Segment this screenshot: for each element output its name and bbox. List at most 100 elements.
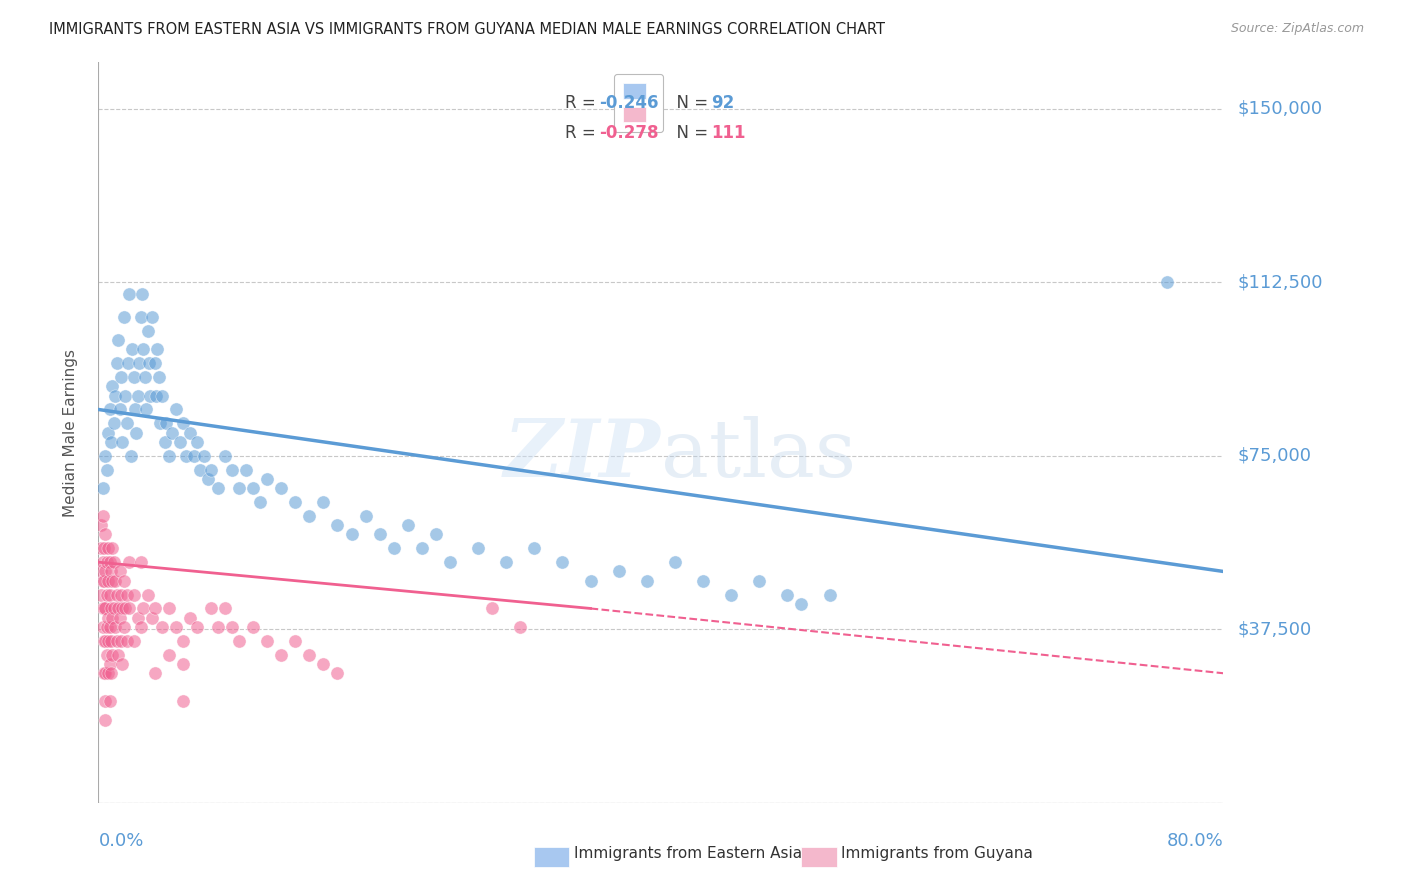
Point xyxy=(720,588,742,602)
Point xyxy=(110,588,132,602)
Point xyxy=(132,343,155,357)
Point xyxy=(91,555,114,569)
Point xyxy=(818,588,841,602)
Point xyxy=(169,434,191,449)
Text: ZIP: ZIP xyxy=(503,416,661,493)
Point xyxy=(165,402,187,417)
Text: 92: 92 xyxy=(711,95,735,112)
Point xyxy=(242,481,264,495)
Point xyxy=(122,588,145,602)
Point xyxy=(186,434,208,449)
Point xyxy=(114,601,136,615)
Point xyxy=(129,555,152,569)
Text: Immigrants from Guyana: Immigrants from Guyana xyxy=(841,847,1032,861)
Point xyxy=(101,648,124,662)
Text: R =: R = xyxy=(565,95,602,112)
Point xyxy=(100,601,122,615)
Point xyxy=(298,508,321,523)
Point xyxy=(128,356,150,370)
Point xyxy=(270,648,292,662)
Text: atlas: atlas xyxy=(661,416,856,494)
Point xyxy=(112,620,135,634)
Point xyxy=(125,425,148,440)
Point xyxy=(326,518,349,533)
Point xyxy=(425,527,447,541)
Point xyxy=(124,402,146,417)
Point xyxy=(150,620,173,634)
Point xyxy=(143,601,166,615)
Point xyxy=(172,633,194,648)
Point xyxy=(91,601,114,615)
Point xyxy=(200,601,222,615)
Text: Source: ZipAtlas.com: Source: ZipAtlas.com xyxy=(1230,22,1364,36)
Point xyxy=(94,601,117,615)
Point xyxy=(103,417,125,431)
Point xyxy=(96,620,118,634)
Point xyxy=(96,555,118,569)
Point xyxy=(221,462,243,476)
Text: $37,500: $37,500 xyxy=(1237,620,1312,639)
Point xyxy=(94,666,117,681)
Point xyxy=(136,588,159,602)
Point xyxy=(118,555,141,569)
Point xyxy=(94,633,117,648)
Point xyxy=(172,694,194,708)
Point xyxy=(495,555,517,569)
Point xyxy=(93,666,115,681)
Point xyxy=(174,449,197,463)
Point xyxy=(179,610,201,624)
Point xyxy=(101,574,124,588)
Point xyxy=(411,541,433,556)
Point xyxy=(172,417,194,431)
Text: R =: R = xyxy=(565,124,602,142)
Point xyxy=(467,541,489,556)
Point xyxy=(439,555,461,569)
Point xyxy=(94,713,117,727)
Point xyxy=(340,527,363,541)
Point xyxy=(101,541,124,556)
Point xyxy=(146,343,169,357)
Point xyxy=(105,588,128,602)
Point xyxy=(481,601,503,615)
Point xyxy=(186,620,208,634)
Point xyxy=(214,601,236,615)
Point xyxy=(157,648,180,662)
Point xyxy=(354,508,377,523)
Point xyxy=(98,588,121,602)
Point xyxy=(96,648,118,662)
Point xyxy=(108,402,131,417)
Point xyxy=(97,610,120,624)
Point xyxy=(105,633,128,648)
Point xyxy=(91,508,114,523)
Point xyxy=(107,648,129,662)
Point xyxy=(121,343,143,357)
Point xyxy=(183,449,205,463)
Point xyxy=(551,555,574,569)
Text: $150,000: $150,000 xyxy=(1237,100,1322,118)
Point xyxy=(117,356,139,370)
Point xyxy=(104,388,127,402)
Point xyxy=(579,574,602,588)
Point xyxy=(98,555,121,569)
Point xyxy=(115,417,138,431)
Text: 111: 111 xyxy=(711,124,747,142)
Text: N =: N = xyxy=(666,95,714,112)
Point xyxy=(118,601,141,615)
Point xyxy=(1156,275,1178,289)
Legend: , : , xyxy=(614,74,662,132)
Text: IMMIGRANTS FROM EASTERN ASIA VS IMMIGRANTS FROM GUYANA MEDIAN MALE EARNINGS CORR: IMMIGRANTS FROM EASTERN ASIA VS IMMIGRAN… xyxy=(49,22,886,37)
Point xyxy=(96,588,118,602)
Point xyxy=(105,356,128,370)
Point xyxy=(134,370,156,384)
Point xyxy=(94,565,117,579)
Point xyxy=(790,597,813,611)
Point xyxy=(101,379,124,393)
Point xyxy=(122,633,145,648)
Point xyxy=(138,356,160,370)
Point xyxy=(188,462,211,476)
Point xyxy=(91,481,114,495)
Point xyxy=(98,657,121,671)
Point xyxy=(148,370,170,384)
Point xyxy=(141,310,163,324)
Point xyxy=(112,574,135,588)
